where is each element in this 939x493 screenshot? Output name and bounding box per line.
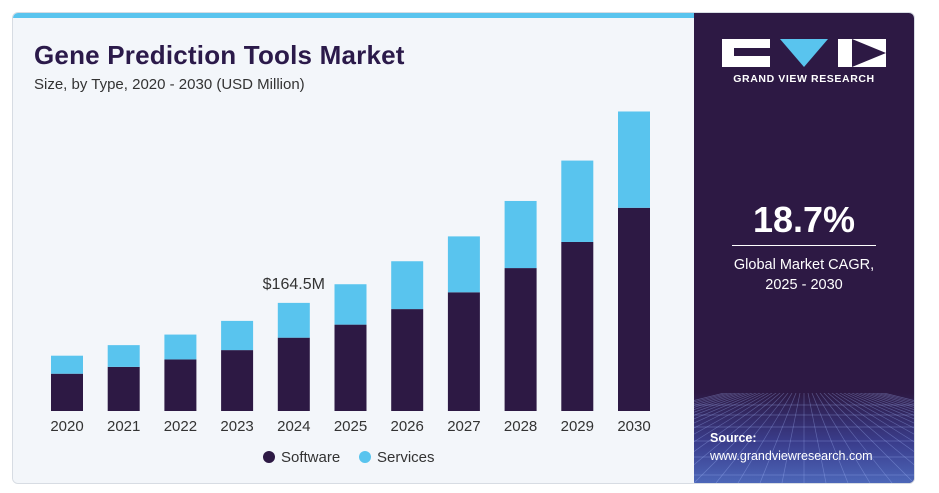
- source-link[interactable]: www.grandviewresearch.com: [710, 449, 873, 463]
- bar-services-2029: [561, 160, 594, 242]
- cagr-label-line1: Global Market CAGR,: [733, 257, 875, 273]
- x-tick-label: 2022: [164, 418, 197, 435]
- x-tick-label: 2027: [447, 418, 480, 435]
- chart-panel: Gene Prediction Tools Market Size, by Ty…: [13, 13, 694, 483]
- bar-services-2023: [221, 320, 254, 351]
- x-tick-label: 2030: [617, 418, 650, 435]
- source-background: [694, 393, 914, 483]
- bar-services-2028: [504, 200, 537, 269]
- bar-software-2022: [164, 359, 197, 411]
- bar-software-2020: [51, 373, 83, 411]
- x-tick-label: 2028: [504, 418, 537, 435]
- perspective-grid-decoration: [694, 393, 914, 483]
- cagr-divider: [732, 245, 876, 246]
- bar-software-2026: [391, 309, 424, 411]
- cagr-label: Global Market CAGR, 2025 - 2030: [694, 255, 914, 295]
- bar-services-2030: [618, 111, 650, 208]
- bar-services-2022: [164, 334, 197, 360]
- x-tick-label: 2024: [277, 418, 310, 435]
- bar-services-2021: [107, 345, 140, 367]
- x-tick-label: 2029: [561, 418, 594, 435]
- cagr-label-line2: 2025 - 2030: [765, 277, 843, 293]
- chart-title: Gene Prediction Tools Market: [34, 40, 405, 70]
- source-label: Source:: [710, 431, 757, 445]
- legend-label-services: Services: [377, 449, 435, 466]
- chart-subtitle: Size, by Type, 2020 - 2030 (USD Million): [34, 76, 305, 93]
- legend-label-software: Software: [281, 449, 341, 466]
- x-tick-label: 2025: [334, 418, 367, 435]
- x-tick-label: 2023: [220, 418, 253, 435]
- bar-services-2027: [447, 236, 480, 293]
- legend-item-software: Software: [263, 449, 340, 466]
- bar-software-2029: [561, 241, 594, 411]
- bar-chart: 2020 2021 2022 2023 2024 $164.5M 2025 2026 2027 2…: [50, 111, 651, 435]
- x-tick-label: 2020: [50, 418, 83, 435]
- value-annotation: $164.5M: [263, 276, 325, 293]
- bar-software-2025: [334, 324, 367, 411]
- grand-view-research-logo: [722, 39, 886, 67]
- brand-name: GRAND VIEW RESEARCH: [733, 73, 875, 85]
- chart-card: Gene Prediction Tools Market Size, by Ty…: [12, 12, 915, 484]
- legend-swatch-services: [359, 451, 371, 463]
- x-tick-label: 2021: [107, 418, 140, 435]
- bar-software-2027: [447, 292, 480, 411]
- bar-software-2021: [107, 366, 140, 411]
- legend-item-services: Services: [359, 449, 435, 466]
- cagr-value: 18.7%: [752, 199, 856, 240]
- bar-software-2030: [618, 207, 650, 411]
- bar-software-2028: [504, 268, 537, 411]
- bar-services-2026: [391, 261, 424, 310]
- info-panel: GRAND VIEW RESEARCH 18.7% Global Market …: [694, 13, 914, 483]
- bar-services-2020: [51, 355, 83, 374]
- bar-software-2023: [221, 350, 254, 411]
- bar-software-2024: [277, 337, 310, 411]
- legend-swatch-software: [263, 451, 275, 463]
- bar-services-2025: [334, 284, 367, 325]
- x-tick-label: 2026: [391, 418, 424, 435]
- bar-services-2024: [277, 302, 310, 338]
